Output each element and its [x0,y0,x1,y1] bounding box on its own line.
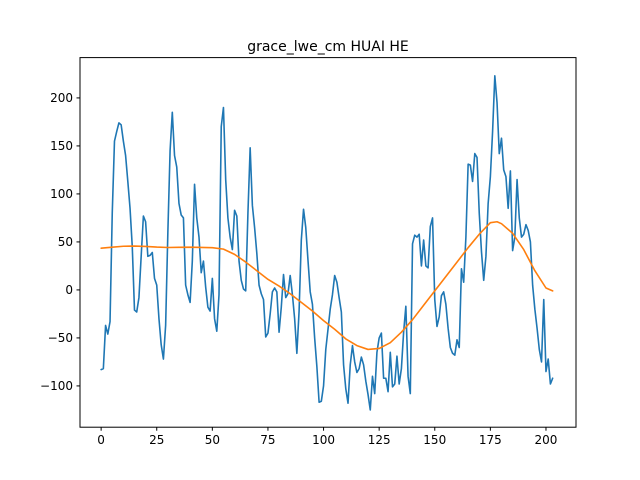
x-tick-label: 150 [423,433,446,447]
y-tick-label: −50 [48,331,73,345]
series-line-1 [100,220,554,351]
x-tick-label: 50 [205,433,220,447]
series-line-0 [100,75,554,411]
x-tick-label: 200 [535,433,558,447]
y-tick-label: 50 [58,235,73,249]
x-tick-label: 175 [479,433,502,447]
x-tick-label: 0 [97,433,105,447]
x-tick-label: 125 [368,433,391,447]
chart-title: grace_lwe_cm HUAI HE [247,39,409,55]
y-axis: −100 −50 0 50 100 150 200 [40,91,80,393]
x-tick-label: 25 [149,433,164,447]
y-tick-label: 200 [50,91,73,105]
y-tick-label: −100 [40,379,73,393]
x-tick-label: 100 [312,433,335,447]
y-tick-label: 150 [50,139,73,153]
y-tick-label: 100 [50,187,73,201]
x-axis: 0 25 50 75 100 125 150 175 200 [97,427,557,447]
x-tick-label: 75 [260,433,275,447]
y-tick-label: 0 [65,283,73,297]
series-group [100,75,554,411]
